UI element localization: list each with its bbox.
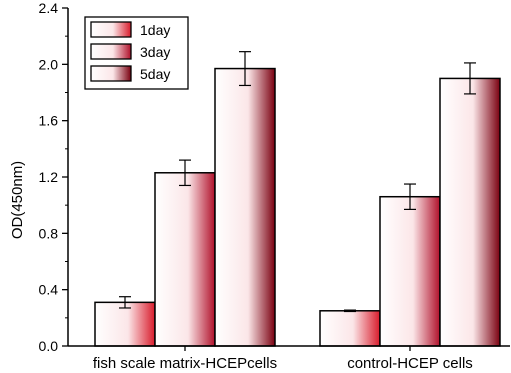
bar-1day-1 (94, 301, 156, 347)
error-bar-5day-2 (464, 62, 476, 95)
bar-3day-2 (379, 195, 441, 347)
y-tick-label: 2.0 (39, 56, 59, 72)
bar-3day-1 (154, 172, 216, 347)
error-bar-1day-1 (119, 296, 131, 309)
error-bar-3day-2 (404, 183, 416, 210)
y-tick-label: 2.4 (39, 0, 59, 16)
y-tick-label: 0.0 (39, 338, 59, 354)
legend-swatch-5day (90, 65, 132, 82)
category-label: control-HCEP cells (347, 355, 473, 372)
y-tick-label: 0.8 (39, 225, 59, 241)
error-bar-1day-2 (344, 309, 356, 313)
y-tick-label: 0.4 (39, 282, 59, 298)
axes-layer: 0.0 0.4 0.8 1.2 1.6 2.0 2.4 fish scale matrix-H… (39, 0, 510, 372)
category-label: fish scale matrix-HCEPcells (93, 355, 277, 372)
legend-swatch-3day (90, 43, 132, 60)
legend-label-5day: 5day (140, 66, 170, 82)
y-tick-label: 1.6 (39, 113, 59, 129)
bar-5day-2 (439, 77, 501, 347)
bar-5day-1 (214, 67, 276, 347)
y-tick-label: 1.2 (39, 169, 59, 185)
error-bar-5day-1 (239, 51, 251, 87)
legend: 1day 3day 5day (84, 16, 189, 90)
bar-1day-2 (319, 310, 381, 347)
bars-layer (94, 67, 501, 347)
y-axis-label: OD(450nm) (9, 161, 26, 239)
legend-label-1day: 1day (140, 22, 170, 38)
error-bars-layer (119, 51, 476, 313)
legend-swatch-1day (90, 21, 132, 38)
legend-label-3day: 3day (140, 44, 170, 60)
error-bar-3day-1 (179, 159, 191, 187)
